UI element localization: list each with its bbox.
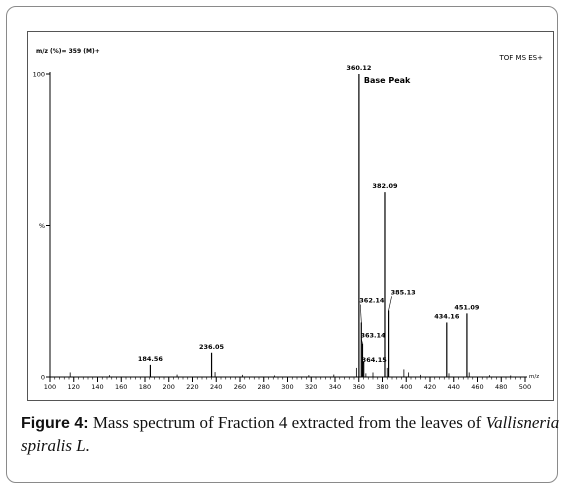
x-tick-label: 220 — [186, 383, 198, 391]
x-tick-label: 280 — [258, 383, 270, 391]
caption-text: Mass spectrum of Fraction 4 extracted fr… — [88, 413, 486, 432]
x-tick-label: 400 — [400, 383, 412, 391]
peak-label: 236.05 — [199, 343, 225, 351]
x-tick-label: 340 — [329, 383, 341, 391]
peak-label-leader — [359, 304, 362, 323]
x-tick-label: 460 — [471, 383, 483, 391]
mass-spectrum-chart: 100 120 140 160 180 200 220 240 260 280 300 320 340 3… — [33, 64, 540, 391]
x-tick-label: 160 — [115, 383, 127, 391]
y-axis-label: % — [39, 222, 45, 230]
peak-label: 434.16 — [434, 312, 460, 320]
peak-label-leader — [362, 361, 364, 364]
peak-label: 451.09 — [454, 303, 480, 311]
peak-label: 382.09 — [372, 182, 398, 190]
y-tick-label: 100 — [33, 71, 45, 79]
x-tick-label: 140 — [91, 383, 103, 391]
peak-label-leader — [388, 296, 392, 311]
x-tick-label: 120 — [68, 383, 80, 391]
x-tick-label: 420 — [424, 383, 436, 391]
chart-header-left: m/z (%)= 359 (M)+ — [36, 48, 100, 55]
x-tick-label: 440 — [448, 383, 460, 391]
figure-frame: m/z (%)= 359 (M)+ TOF MS ES+ 100 120 140 16… — [6, 6, 561, 483]
x-axis-label: m/z — [529, 374, 539, 380]
peak-label: 362.14 — [359, 296, 385, 304]
peak-label-leader — [361, 339, 363, 344]
peak-label: 385.13 — [391, 288, 416, 296]
x-tick-label: 480 — [495, 383, 507, 391]
x-tick-label: 360 — [353, 383, 365, 391]
spectrum-panel: m/z (%)= 359 (M)+ TOF MS ES+ 100 120 140 16… — [27, 31, 554, 401]
x-tick-label: 320 — [305, 383, 317, 391]
x-tick-label: 380 — [376, 383, 388, 391]
caption-label: Figure 4: — [21, 415, 89, 432]
base-peak-label: Base Peak — [364, 76, 411, 85]
x-tick-label: 300 — [281, 383, 293, 391]
peak-label: 363.14 — [360, 332, 386, 340]
peak-label: 360.12 — [346, 64, 371, 72]
y-tick-label: 0 — [41, 374, 45, 382]
x-tick-label: 260 — [234, 383, 246, 391]
x-tick-label: 100 — [44, 383, 56, 391]
x-tick-label: 500 — [519, 383, 531, 391]
chart-header-right: TOF MS ES+ — [499, 54, 543, 62]
peak-label: 364.15 — [362, 356, 388, 364]
peak-label: 184.56 — [138, 355, 164, 363]
x-tick-label: 180 — [139, 383, 151, 391]
caption-species: Vallisneria spiralis L. — [21, 413, 560, 455]
x-tick-label: 200 — [163, 383, 175, 391]
figure-caption: Figure 4: Mass spectrum of Fraction 4 ex… — [21, 412, 561, 457]
x-tick-label: 240 — [210, 383, 222, 391]
